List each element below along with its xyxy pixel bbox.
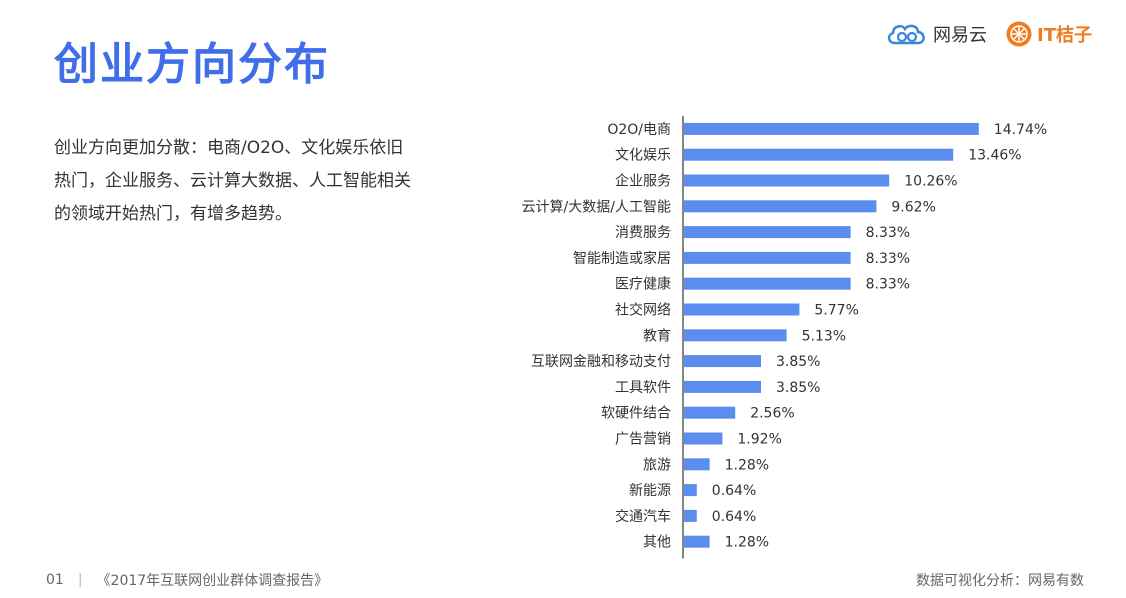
category-label: 消费服务 xyxy=(615,225,671,241)
bar xyxy=(684,277,851,290)
category-label: 软硬件结合 xyxy=(601,406,671,422)
bar xyxy=(684,303,800,316)
category-label: 医疗健康 xyxy=(615,276,671,293)
category-label: 广告营销 xyxy=(615,432,671,448)
value-label: 5.77% xyxy=(814,303,858,319)
category-label: 教育 xyxy=(643,328,671,344)
bar xyxy=(684,226,851,239)
page-title: 创业方向分布 xyxy=(54,39,330,90)
bar xyxy=(684,406,736,419)
value-label: 13.46% xyxy=(968,148,1021,164)
bar xyxy=(684,148,954,161)
value-label: 8.33% xyxy=(866,277,910,293)
value-label: 8.33% xyxy=(866,251,910,267)
value-label: 8.33% xyxy=(866,225,910,241)
value-label: 1.28% xyxy=(725,535,769,551)
value-label: 10.26% xyxy=(904,174,957,190)
category-label: O2O/电商 xyxy=(607,122,671,138)
value-label: 3.85% xyxy=(776,380,820,396)
value-label: 14.74% xyxy=(994,122,1047,138)
category-label: 互联网金融和移动支付 xyxy=(531,354,671,370)
data-source: 数据可视化分析：网易有数 xyxy=(916,573,1084,589)
bar xyxy=(684,432,723,445)
category-label: 云计算/大数据/人工智能 xyxy=(522,199,671,215)
category-label: 旅游 xyxy=(643,457,671,473)
bar xyxy=(684,200,877,213)
itjuzi-logo-text: IT桔子 xyxy=(1037,25,1092,46)
category-label: 工具软件 xyxy=(615,380,671,396)
footer-separator: | xyxy=(77,572,83,588)
netease-cloud-logo-text: 网易云 xyxy=(933,25,988,46)
description-text: 创业方向更加分散：电商/O2O、文化娱乐依旧热门，企业服务、云计算大数据、人工智… xyxy=(54,138,411,224)
bar xyxy=(684,329,787,342)
bar xyxy=(684,174,890,187)
bar xyxy=(684,122,979,135)
category-label: 社交网络 xyxy=(615,302,671,319)
value-label: 2.56% xyxy=(750,406,794,422)
bar xyxy=(684,458,710,471)
value-label: 0.64% xyxy=(712,509,756,525)
category-label: 其他 xyxy=(643,535,671,551)
report-title: 《2017年互联网创业群体调查报告》 xyxy=(96,573,329,589)
bar xyxy=(684,355,761,368)
itjuzi-logo: IT桔子 xyxy=(1005,20,1092,48)
value-label: 3.85% xyxy=(776,354,820,370)
netease-cloud-logo: 网易云 xyxy=(885,21,987,47)
category-label: 交通汽车 xyxy=(615,508,671,525)
category-label: 新能源 xyxy=(629,483,671,499)
category-label: 企业服务 xyxy=(615,173,671,190)
page-number: 01 xyxy=(46,572,64,588)
value-label: 1.28% xyxy=(725,457,769,473)
bar xyxy=(684,484,697,497)
value-label: 0.64% xyxy=(712,483,756,499)
bar xyxy=(684,380,761,393)
cloud-icon xyxy=(887,24,925,45)
category-label: 文化娱乐 xyxy=(615,148,671,164)
bar xyxy=(684,509,697,522)
value-label: 9.62% xyxy=(891,199,935,215)
value-label: 5.13% xyxy=(802,328,846,344)
bar xyxy=(684,535,710,548)
logo-group: 网易云 IT桔子 xyxy=(885,20,1092,48)
orange-icon xyxy=(1006,21,1032,47)
footer-left: 01 | 《2017年互联网创业群体调查报告》 xyxy=(46,570,328,590)
category-label: 智能制造或家居 xyxy=(573,250,671,267)
bar xyxy=(684,251,851,264)
value-label: 1.92% xyxy=(737,432,781,448)
